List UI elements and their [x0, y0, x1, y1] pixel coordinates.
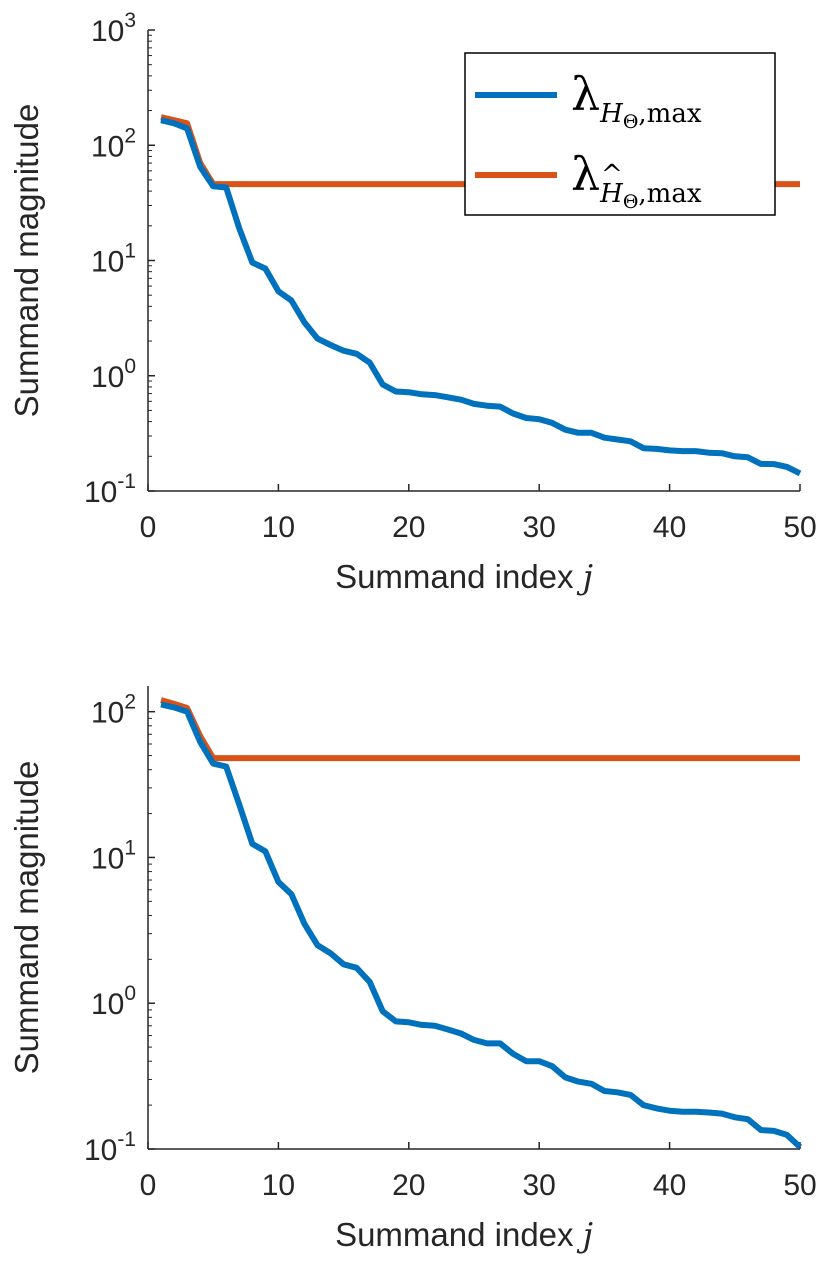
- x-tick-label: 40: [653, 511, 686, 544]
- bottom-plot: 0 10 20 30 40 50 10-1 100 101 102 Summand index j S…: [8, 686, 817, 1254]
- x-axis-label: Summand index j: [335, 557, 593, 596]
- y-tick-label: 103: [91, 9, 136, 48]
- y-axis-label: Summand magnitude: [8, 104, 45, 418]
- y-tick-label: 100: [91, 355, 136, 394]
- legend-hat-mark: ^: [601, 160, 623, 190]
- x-tick-label: 0: [140, 1169, 157, 1202]
- y-tick-label: 101: [91, 836, 136, 875]
- legend-label-2: λHΘ,max: [571, 147, 702, 213]
- top-plot: 0 10 20 30 40 50 10-1 100 101 102 103 Summand index…: [8, 9, 817, 596]
- series-line-1: [160, 117, 802, 477]
- y-tick-label: 100: [91, 982, 136, 1021]
- x-tick-label: 50: [783, 511, 816, 544]
- x-axis-label: Summand index j: [335, 1215, 593, 1254]
- y-tick-label: 101: [91, 240, 136, 279]
- y-tick-label: 102: [91, 124, 136, 163]
- legend-label-1: λHΘ,max: [571, 67, 702, 133]
- x-tick-label: 20: [392, 1169, 425, 1202]
- x-tick-label: 30: [523, 1169, 556, 1202]
- y-tick-label: 102: [91, 691, 136, 730]
- x-tick-label: 10: [262, 1169, 295, 1202]
- y-axis-label: Summand magnitude: [8, 761, 45, 1075]
- x-tick-label: 20: [392, 511, 425, 544]
- y-tick-label: 10-1: [84, 1128, 136, 1167]
- series-line-1: [160, 701, 803, 1150]
- legend-box: [464, 52, 776, 216]
- x-tick-label: 30: [523, 511, 556, 544]
- x-tick-label: 10: [262, 511, 295, 544]
- series-line-2: [160, 697, 800, 762]
- x-tick-label: 40: [653, 1169, 686, 1202]
- x-tick-label: 50: [783, 1169, 816, 1202]
- x-tick-label: 0: [140, 511, 157, 544]
- y-tick-label: 10-1: [84, 470, 136, 509]
